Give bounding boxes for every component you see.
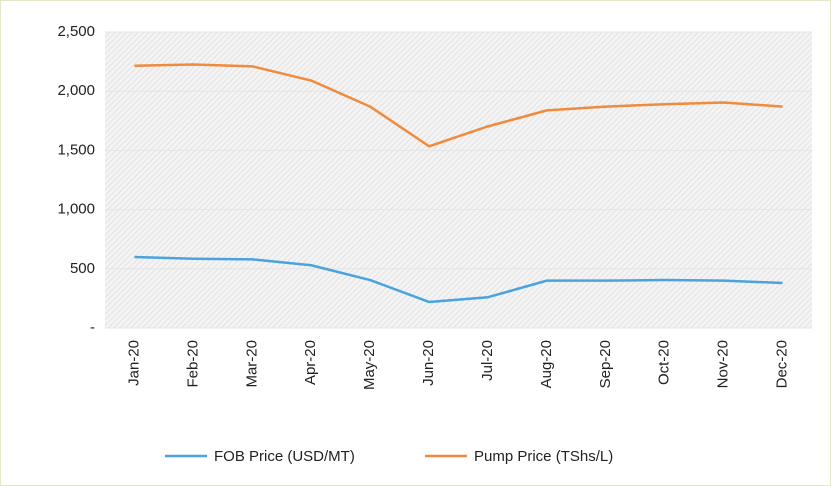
y-tick-label: 500 xyxy=(70,260,95,277)
y-tick-label: 2,500 xyxy=(57,23,95,40)
y-tick-label: - xyxy=(90,319,95,336)
x-tick-label: Apr-20 xyxy=(302,340,319,385)
x-tick-label: Jun-20 xyxy=(420,340,437,386)
y-tick-label: 1,500 xyxy=(57,141,95,158)
legend-label: Pump Price (TShs/L) xyxy=(474,448,613,465)
x-tick-label: May-20 xyxy=(361,340,378,390)
x-tick-label: Mar-20 xyxy=(243,340,260,388)
legend-label: FOB Price (USD/MT) xyxy=(214,448,355,465)
x-tick-label: Nov-20 xyxy=(715,340,732,388)
x-tick-label: Oct-20 xyxy=(656,340,673,385)
x-tick-label: Jul-20 xyxy=(479,340,496,381)
x-tick-label: Jan-20 xyxy=(125,340,142,386)
x-tick-label: Dec-20 xyxy=(774,340,791,388)
series-line xyxy=(134,63,783,148)
y-tick-label: 1,000 xyxy=(57,201,95,218)
x-tick-label: Sep-20 xyxy=(597,340,614,388)
x-tick-label: Aug-20 xyxy=(538,340,555,388)
y-tick-label: 2,000 xyxy=(57,82,95,99)
plot-area xyxy=(105,32,812,328)
x-tick-label: Feb-20 xyxy=(184,340,201,388)
series-line xyxy=(134,255,783,304)
